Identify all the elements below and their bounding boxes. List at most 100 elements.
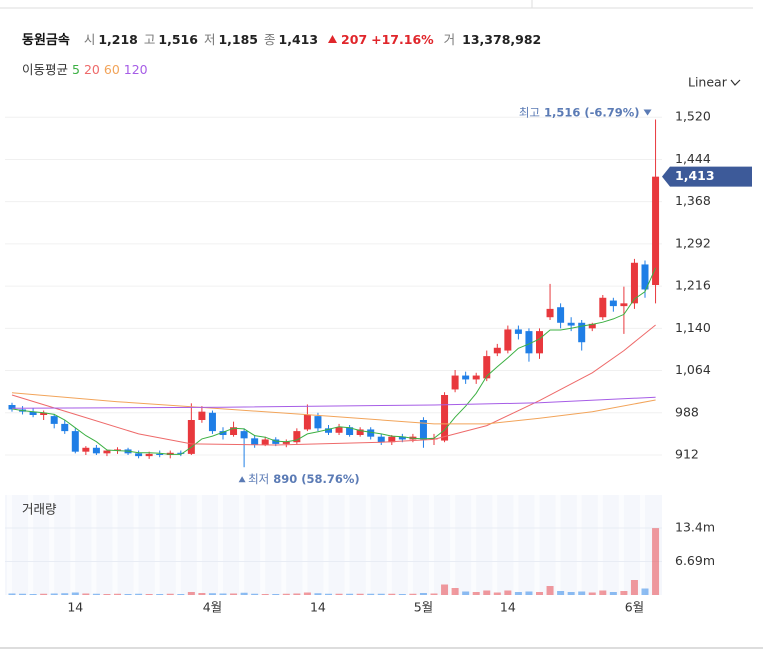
volume-bar <box>124 594 132 595</box>
volume-bar <box>166 593 174 595</box>
volume-bar <box>282 593 290 595</box>
panel-stripe <box>386 495 392 595</box>
volume-bar <box>40 593 48 595</box>
volume-bar <box>419 593 427 595</box>
candle-body <box>514 329 522 334</box>
legend-entry: 120 <box>123 62 148 77</box>
candle-body <box>92 447 100 454</box>
volume-bar <box>261 594 269 595</box>
legend-entry: 20 <box>83 62 100 77</box>
legend-entry: 5 <box>72 62 80 77</box>
volume-bar <box>303 592 311 595</box>
panel-stripe <box>196 495 202 595</box>
panel-stripe <box>492 495 498 595</box>
candle-body <box>50 416 58 424</box>
candle-body <box>641 264 649 290</box>
volume-bar <box>493 592 501 595</box>
y-tick-label: 1,140 <box>675 320 711 335</box>
candle-body <box>441 395 449 441</box>
volume-bar <box>409 593 417 595</box>
candle-body <box>230 427 238 435</box>
high-marker <box>643 109 652 116</box>
volume-bar <box>472 592 480 595</box>
candle-body <box>504 329 512 351</box>
panel-stripe <box>28 495 34 595</box>
candle-body <box>293 431 301 443</box>
candle-body <box>652 176 660 285</box>
volume-bar <box>19 593 27 595</box>
volume-bar <box>441 584 449 595</box>
x-tick-label: 6월 <box>625 600 644 615</box>
y-tick-label: 988 <box>675 404 699 419</box>
candle-body <box>103 450 111 454</box>
candle-body <box>630 262 638 304</box>
volume-bar <box>198 593 206 595</box>
volume-bar <box>367 593 375 595</box>
panel-stripe <box>154 495 160 595</box>
field-label: 고 <box>143 32 156 47</box>
candle-body <box>219 431 227 435</box>
candle-body <box>419 420 427 440</box>
y-tick-label: 1,444 <box>675 151 711 166</box>
y-tick-label: 6.69m <box>675 553 715 568</box>
panel-stripe <box>618 495 624 595</box>
panel-stripe <box>175 495 181 595</box>
volume-bar <box>29 594 37 595</box>
panel-stripe <box>365 495 371 595</box>
volume-bar <box>356 593 364 595</box>
volume-bar <box>514 592 522 595</box>
low-annotation: 최저 890 (58.76%) <box>248 472 360 486</box>
panel-stripe <box>513 495 519 595</box>
panel-stripe <box>281 495 287 595</box>
panel-stripe <box>7 495 12 595</box>
volume-bar <box>388 593 396 595</box>
volume: 13,378,982 <box>462 32 542 47</box>
candle-body <box>588 323 596 329</box>
volume-bar <box>451 588 459 595</box>
volume-bar <box>82 593 90 595</box>
volume-bar <box>525 591 533 595</box>
y-tick-label: 912 <box>675 447 699 462</box>
panel-stripe <box>576 495 582 595</box>
panel-stripe <box>49 495 55 595</box>
candle-body <box>578 322 586 343</box>
legend-entry: 60 <box>103 62 120 77</box>
volume-bar <box>430 593 438 595</box>
candle-body <box>335 427 343 433</box>
y-tick-label: 1,216 <box>675 278 711 293</box>
candle-body <box>8 405 16 410</box>
candle-body <box>620 303 628 307</box>
panel-stripe <box>70 495 76 595</box>
volume-bar <box>630 580 638 595</box>
up-arrow <box>328 35 338 43</box>
volume-bar <box>230 593 238 595</box>
y-tick-label: 1,064 <box>675 362 711 377</box>
panel-stripe <box>534 495 540 595</box>
volume-bar <box>92 593 100 595</box>
candle-body <box>398 436 406 440</box>
x-tick-label: 14 <box>310 600 326 615</box>
candle-body <box>40 412 48 415</box>
volume-bar <box>219 593 227 595</box>
volume-bar <box>240 592 248 595</box>
volume-bar <box>557 591 565 595</box>
volume-bar <box>156 594 164 595</box>
x-tick-label: 4월 <box>203 600 222 615</box>
high-label: 최고 <box>519 105 540 119</box>
candle-body <box>451 375 459 390</box>
candle-body <box>272 439 280 444</box>
volume-bar <box>620 591 628 595</box>
candle-body <box>29 411 37 415</box>
scale-mode[interactable]: Linear <box>688 75 728 90</box>
candle-body <box>536 331 543 354</box>
ma-line <box>11 324 656 446</box>
ma-legend: 이동평균 5 20 60 120 <box>22 59 148 78</box>
candle-body <box>557 307 565 323</box>
volume-bar <box>208 593 216 595</box>
volume-bar <box>135 593 143 595</box>
dropdown-chevron[interactable] <box>730 79 741 86</box>
volume-bar <box>145 594 153 595</box>
panel-stripe <box>302 495 308 595</box>
volume-bar <box>652 528 660 595</box>
